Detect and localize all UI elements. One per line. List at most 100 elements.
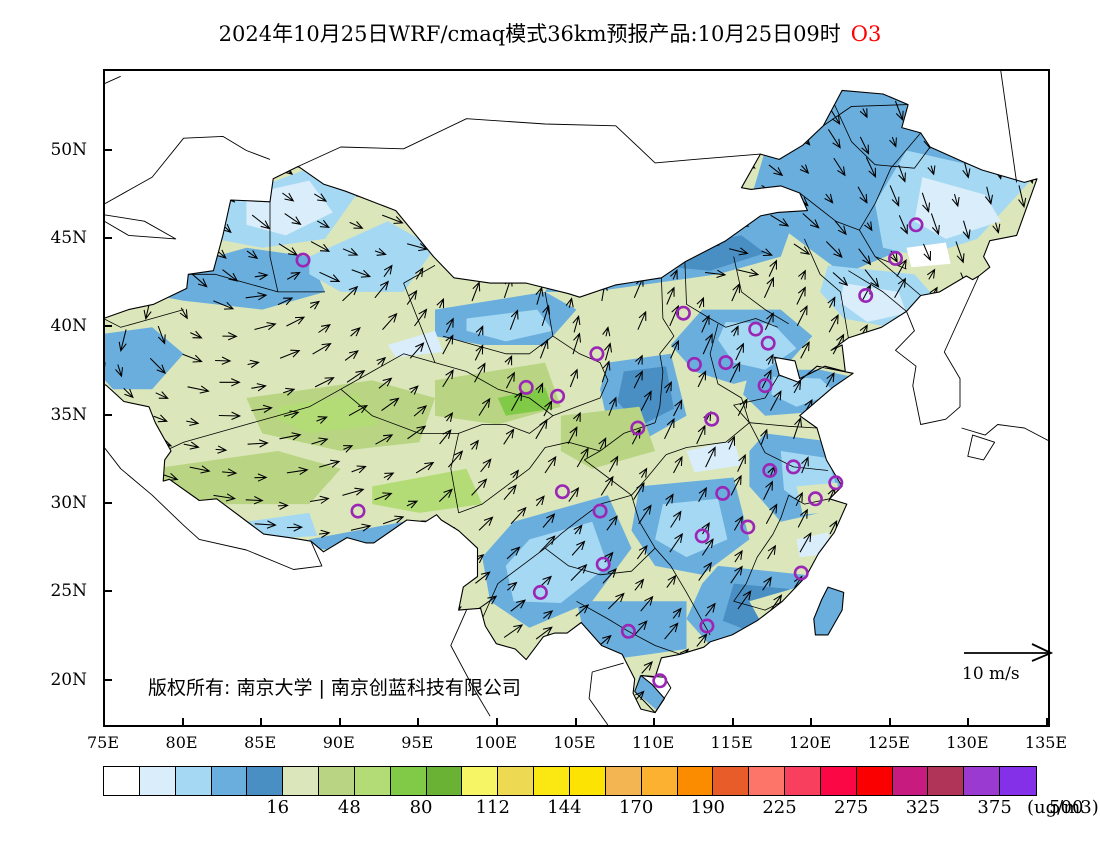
concentration-patch xyxy=(246,512,318,540)
wind-arrow xyxy=(409,385,419,395)
neighbor-coastline xyxy=(961,424,1048,441)
station-marker[interactable] xyxy=(295,252,311,268)
wind-arrow xyxy=(760,619,775,638)
wind-arrow xyxy=(119,443,140,455)
station-marker[interactable] xyxy=(554,484,570,500)
station-marker[interactable] xyxy=(858,288,874,304)
wind-arrow xyxy=(186,220,197,231)
station-marker[interactable] xyxy=(760,335,776,351)
colorbar-swatch xyxy=(892,767,929,795)
wind-arrow xyxy=(188,580,210,589)
station-marker[interactable] xyxy=(518,379,534,395)
station-marker[interactable] xyxy=(630,420,646,436)
wind-arrow xyxy=(894,277,907,299)
station-marker[interactable] xyxy=(718,355,734,371)
station-marker[interactable] xyxy=(532,584,548,600)
wind-arrow xyxy=(796,305,808,327)
wind-arrow xyxy=(251,404,273,413)
wind-arrow xyxy=(856,433,865,450)
wind-arrow xyxy=(666,286,675,305)
wind-arrow xyxy=(896,545,906,560)
station-marker[interactable] xyxy=(908,217,924,233)
wind-arrow xyxy=(279,432,302,441)
wind-arrow xyxy=(1019,620,1034,638)
wind-arrow xyxy=(832,272,849,287)
wind-arrow xyxy=(956,314,969,333)
wind-arrow xyxy=(535,240,557,249)
wind-arrow xyxy=(833,157,846,177)
wind-arrow xyxy=(573,156,596,165)
wind-arrow xyxy=(537,100,559,110)
wind-arrow xyxy=(922,416,931,439)
station-marker[interactable] xyxy=(694,528,710,544)
wind-arrow xyxy=(151,279,159,295)
wind-arrow xyxy=(474,362,486,383)
wind-arrow xyxy=(253,136,267,149)
station-marker[interactable] xyxy=(704,411,720,427)
station-marker[interactable] xyxy=(762,462,778,478)
province-border xyxy=(269,201,279,292)
wind-arrow xyxy=(923,243,932,262)
x-tick-label: 85E xyxy=(244,733,277,752)
province-border xyxy=(584,422,656,496)
colorbar-unit-label: (ug/m3) xyxy=(1027,797,1099,818)
neighbor-coastline xyxy=(105,447,323,570)
station-marker[interactable] xyxy=(350,503,366,519)
station-marker[interactable] xyxy=(550,388,566,404)
wind-arrow xyxy=(859,108,868,119)
wind-arrow xyxy=(503,246,515,256)
station-marker[interactable] xyxy=(589,346,605,362)
wind-arrow xyxy=(962,334,976,355)
x-tick-mark xyxy=(653,718,656,727)
wind-arrow xyxy=(866,399,878,417)
province-border xyxy=(848,270,907,312)
wind-arrow xyxy=(150,243,167,261)
station-marker[interactable] xyxy=(757,378,773,394)
station-marker[interactable] xyxy=(652,673,668,689)
station-marker[interactable] xyxy=(620,623,636,639)
station-marker[interactable] xyxy=(675,305,691,321)
station-marker[interactable] xyxy=(793,565,809,581)
station-marker[interactable] xyxy=(699,618,715,634)
x-tick-mark xyxy=(181,718,184,727)
wind-arrow xyxy=(283,410,300,419)
wind-arrow xyxy=(827,296,836,309)
wind-arrow xyxy=(475,571,491,584)
wind-arrow xyxy=(598,437,607,450)
colorbar-swatch xyxy=(498,767,535,795)
station-marker[interactable] xyxy=(686,356,702,372)
wind-arrow xyxy=(414,520,432,529)
wind-arrow xyxy=(764,100,782,116)
wind-arrow xyxy=(318,664,337,673)
wind-arrow xyxy=(923,693,933,703)
station-marker[interactable] xyxy=(828,475,844,491)
wind-arrow xyxy=(864,548,873,563)
station-marker[interactable] xyxy=(807,491,823,507)
station-marker[interactable] xyxy=(595,556,611,572)
wind-arrow xyxy=(792,620,807,640)
wind-arrow xyxy=(215,445,228,454)
wind-arrow xyxy=(152,638,168,649)
wind-scale-label: 10 m/s xyxy=(962,664,1020,684)
lake-outline xyxy=(105,214,177,240)
wind-arrow xyxy=(898,164,906,183)
concentration-patch xyxy=(771,376,836,407)
station-marker[interactable] xyxy=(592,503,608,519)
x-tick-mark xyxy=(967,718,970,727)
wind-arrow xyxy=(858,564,871,584)
station-marker[interactable] xyxy=(887,250,903,266)
station-marker[interactable] xyxy=(715,485,731,501)
wind-arrow xyxy=(701,538,714,556)
wind-arrow xyxy=(826,561,839,581)
wind-arrow xyxy=(315,612,336,621)
wind-arrow xyxy=(535,418,548,440)
station-marker[interactable] xyxy=(785,459,801,475)
station-marker[interactable] xyxy=(748,321,764,337)
colorbar-tick-label: 144 xyxy=(547,797,582,818)
station-marker[interactable] xyxy=(740,519,756,535)
wind-arrow xyxy=(280,637,299,646)
copyright-notice: 版权所有: 南京大学 | 南京创蓝科技有限公司 xyxy=(148,677,521,699)
x-tick-label: 95E xyxy=(401,733,434,752)
x-tick-label: 90E xyxy=(322,733,355,752)
wind-arrow xyxy=(567,636,581,647)
